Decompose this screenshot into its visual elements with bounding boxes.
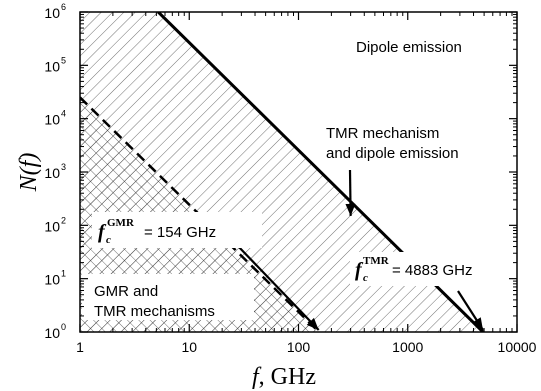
- fc-gmr-label-background: [92, 212, 262, 248]
- fc-gmr-arrow-shaft: [235, 243, 320, 331]
- dipole-emission-label: Dipole emission: [356, 39, 462, 56]
- x-axis-title-variable: f: [252, 364, 262, 390]
- gmr-region-label-line2: TMR mechanisms: [94, 303, 215, 320]
- x-tick-label: 100: [287, 339, 311, 355]
- tmr-region-arrow: [345, 169, 356, 216]
- y-tick-exponent: 5: [61, 55, 66, 65]
- x-tick-label: 10: [181, 339, 197, 355]
- fc-gmr-arrow-head: [306, 317, 319, 330]
- fc-tmr-label: f c TMR = 4883 GHz: [355, 255, 472, 284]
- x-axis-title-unit: , GHz: [259, 364, 316, 390]
- y-tick-exponent: 0: [61, 322, 66, 332]
- y-tick-exponent: 1: [61, 269, 66, 279]
- y-tick-exponent: 4: [61, 109, 66, 119]
- y-tick-label: 10: [44, 325, 60, 341]
- y-tick-exponent: 6: [61, 2, 66, 12]
- fc-gmr-symbol: f: [98, 221, 107, 243]
- fc-tmr-label-background: [350, 252, 522, 286]
- fc-tmr-subscript: c: [363, 272, 368, 284]
- fc-tmr-arrow-head: [472, 317, 483, 330]
- fc-gmr-value: = 154 GHz: [144, 224, 216, 241]
- y-tick-label: 10: [44, 218, 60, 234]
- x-tick-label: 10000: [498, 339, 537, 355]
- fc-tmr-superscript: TMR: [363, 255, 390, 267]
- y-tick-label: 10: [44, 112, 60, 128]
- y-tick-label: 10: [44, 165, 60, 181]
- fc-gmr-label: f c GMR = 154 GHz: [98, 217, 216, 246]
- tmr-region-arrow-head: [345, 203, 356, 216]
- y-tick-label: 10: [44, 58, 60, 74]
- x-axis: 1 10 100 1000 10000: [76, 12, 537, 355]
- y-tick-exponent: 2: [61, 215, 66, 225]
- fc-gmr-superscript: GMR: [107, 217, 135, 229]
- fc-tmr-symbol: f: [355, 259, 364, 281]
- x-tick-label: 1000: [392, 339, 423, 355]
- svg-text:f, GHz: f, GHz: [252, 364, 316, 390]
- y-axis-title: N(f): [16, 153, 42, 193]
- fc-gmr-arrow: [235, 243, 320, 331]
- gmr-label-background: [82, 274, 254, 320]
- annotation-arrows: [235, 169, 484, 331]
- y-tick-label: 10: [44, 272, 60, 288]
- tmr-region-label-line2: and dipole emission: [326, 145, 459, 162]
- tmr-label-background: [318, 118, 506, 164]
- x-tick-label: 1: [76, 339, 84, 355]
- fc-tmr-arrow: [457, 290, 484, 331]
- x-axis-title: f, GHz: [252, 364, 316, 390]
- y-tick-exponent: 3: [61, 162, 66, 172]
- fc-tmr-value: = 4883 GHz: [392, 262, 472, 279]
- gmr-region-label-line1: GMR and: [94, 283, 158, 300]
- tmr-region-label-line1: TMR mechanism: [326, 125, 439, 142]
- fc-gmr-subscript: c: [106, 234, 111, 246]
- y-tick-label: 10: [44, 5, 60, 21]
